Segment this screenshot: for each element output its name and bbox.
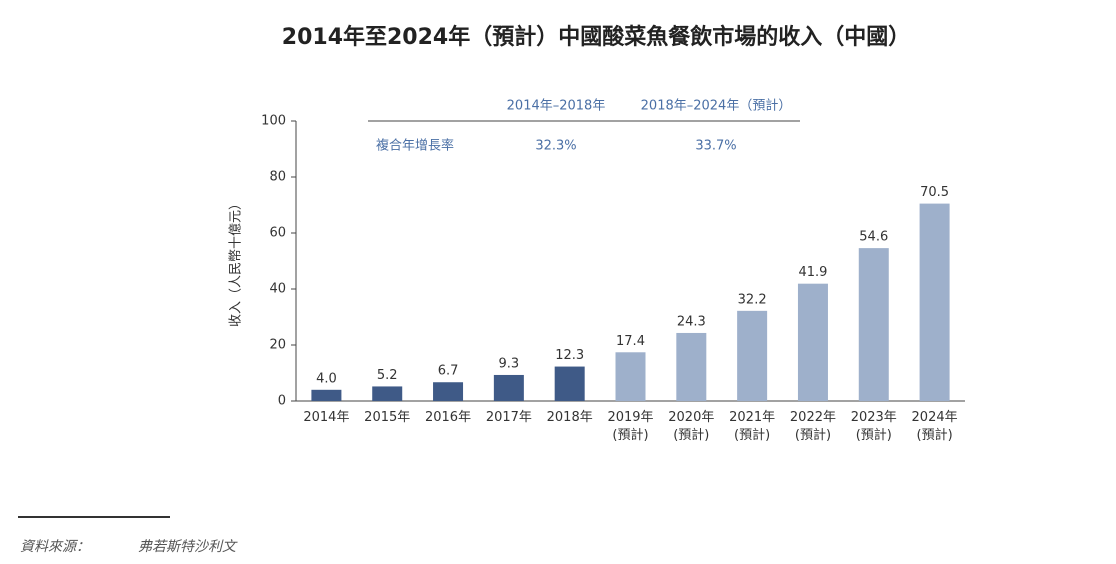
cagr-period: 2014年–2018年 (507, 99, 606, 114)
y-tick-label: 40 (269, 282, 286, 297)
bar (372, 386, 403, 401)
x-tick-label: 2019年 (預計) (607, 410, 654, 443)
value-label: 17.4 (616, 334, 645, 349)
source-text: 弗若斯特沙利文 (138, 539, 238, 555)
value-label: 54.6 (859, 230, 888, 245)
bar (797, 283, 828, 401)
chart-title: 2014年至2024年（預計）中國酸菜魚餐飲市場的收入（中國） (282, 24, 910, 50)
y-tick-label: 60 (269, 226, 286, 241)
x-tick-label: 2017年 (485, 410, 532, 425)
cagr-value: 33.7% (695, 139, 736, 154)
bar (493, 374, 524, 401)
value-label: 6.7 (438, 364, 459, 379)
value-label: 12.3 (555, 348, 584, 363)
bar (676, 332, 707, 401)
x-tick-label: 2016年 (424, 410, 472, 425)
value-label: 24.3 (677, 314, 706, 329)
value-label: 9.3 (499, 356, 520, 371)
y-tick-label: 0 (278, 394, 286, 409)
bar (554, 366, 585, 401)
bar (737, 310, 768, 401)
y-tick-label: 100 (261, 114, 286, 129)
value-label: 5.2 (377, 368, 398, 383)
bar (858, 248, 889, 401)
x-tick-label: 2018年 (546, 410, 593, 425)
y-tick-label: 20 (269, 338, 286, 353)
bar (615, 352, 646, 401)
y-tick-label: 80 (269, 170, 286, 185)
x-tick-label: 2015年 (364, 410, 411, 425)
x-tick-label: 2022年 (預計) (789, 410, 836, 443)
x-tick-label: 2020年 (預計) (668, 410, 715, 443)
value-label: 4.0 (316, 371, 337, 386)
value-label: 41.9 (798, 265, 827, 280)
value-label: 70.5 (920, 185, 949, 200)
bar (311, 389, 342, 401)
x-tick-label: 2021年 (預計) (729, 410, 776, 443)
bar (433, 382, 464, 401)
cagr-label: 複合年增長率 (376, 138, 454, 154)
x-tick-label: 2014年 (303, 410, 350, 425)
bar (919, 203, 950, 401)
y-axis-label: 收入（人民幣十億元） (228, 197, 244, 327)
cagr-value: 32.3% (535, 139, 576, 154)
x-tick-label: 2024年 (預計) (911, 410, 958, 443)
value-label: 32.2 (738, 292, 767, 307)
source-label: 資料來源： (20, 539, 90, 555)
cagr-period: 2018年–2024年（預計） (641, 98, 792, 114)
x-tick-label: 2023年 (預計) (850, 410, 897, 443)
